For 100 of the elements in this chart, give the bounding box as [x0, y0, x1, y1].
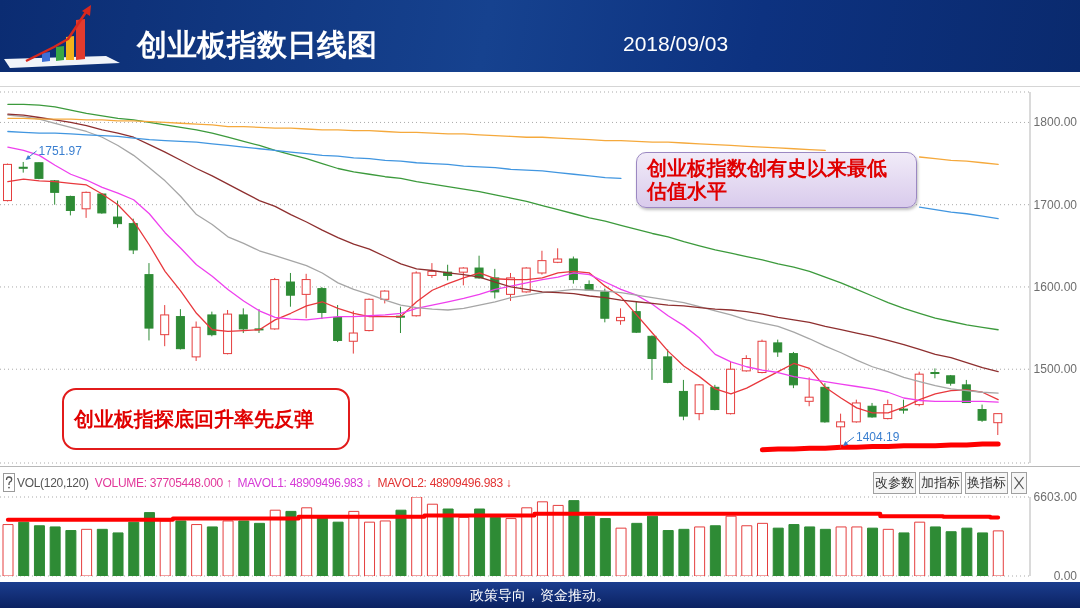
bar — [222, 520, 234, 576]
bar — [364, 521, 376, 576]
line-series — [7, 103, 999, 331]
text: MAVOL1: 48909496.983 ↓ — [237, 476, 372, 490]
candlestick — [301, 273, 311, 319]
bar — [332, 521, 344, 576]
bar — [206, 526, 218, 576]
bar — [631, 522, 643, 576]
y-tick-label: 1500.00 — [1033, 362, 1078, 377]
text: VOL(120,120) — [17, 476, 89, 490]
bar — [348, 510, 360, 576]
text: 政策导向，资金推动。 — [0, 582, 1080, 608]
bar — [379, 520, 391, 576]
bar — [772, 527, 784, 576]
candlestick — [285, 272, 295, 308]
y-tick-label: 1600.00 — [1033, 279, 1078, 294]
bar — [81, 528, 93, 576]
text: 加指标 — [919, 472, 962, 494]
bar — [929, 526, 941, 576]
bar — [65, 530, 77, 576]
annotation: 创业板指数创有史以来最低估值水平 — [636, 152, 917, 208]
text: MAVOL2: 48909496.983 ↓ — [377, 476, 512, 490]
annotation: 1404.19 — [855, 430, 900, 445]
bar — [757, 522, 768, 576]
bar — [316, 516, 328, 576]
candlestick — [113, 200, 123, 229]
candlestick — [568, 256, 578, 285]
annotation: 1751.97 — [38, 143, 83, 158]
bar — [411, 497, 423, 576]
bar — [474, 508, 486, 576]
bar — [945, 531, 957, 576]
chart-subtitle: 2018/09/03 — [623, 31, 729, 57]
bar — [568, 500, 580, 576]
bar — [709, 525, 721, 576]
bar — [238, 520, 250, 576]
text: 改参数 — [873, 472, 916, 494]
candlestick — [207, 311, 217, 337]
text: 换指标 — [965, 472, 1008, 494]
bar — [285, 510, 297, 576]
bar — [395, 509, 407, 576]
bar — [112, 532, 124, 576]
bar — [615, 527, 627, 576]
bar — [128, 521, 140, 576]
bar — [819, 528, 831, 576]
bar — [301, 507, 313, 576]
y-tick-label: 0.00 — [1053, 569, 1078, 583]
bar — [96, 528, 108, 576]
candlestick — [710, 384, 720, 411]
bar — [18, 521, 30, 576]
bar — [961, 527, 973, 576]
bar — [741, 525, 753, 576]
candlestick — [160, 304, 170, 347]
bar — [867, 527, 879, 576]
bar — [694, 526, 706, 576]
bar — [662, 530, 674, 576]
bar — [804, 526, 816, 576]
bar — [914, 521, 926, 576]
bar — [505, 518, 517, 576]
bar — [725, 515, 737, 576]
bar — [552, 504, 564, 576]
bar — [851, 526, 863, 576]
bar — [49, 526, 61, 576]
bar — [646, 515, 658, 576]
bar — [521, 507, 533, 576]
candlestick — [317, 286, 327, 320]
candlestick — [993, 413, 1003, 436]
bar — [159, 520, 171, 576]
chart-title: 创业板指数日线图 — [137, 26, 377, 64]
bar — [678, 528, 690, 576]
text: VOLUME: 37705448.000 ↑ — [94, 476, 232, 490]
bar — [584, 515, 596, 576]
candlestick — [647, 334, 657, 381]
bar — [599, 518, 611, 576]
y-tick-label: 1700.00 — [1033, 197, 1078, 212]
y-tick-label: 1800.00 — [1033, 115, 1078, 130]
y-tick-label: 6603.00 — [1033, 490, 1078, 504]
bar — [191, 524, 203, 576]
candlestick — [81, 191, 91, 219]
candlestick — [348, 310, 358, 355]
bar — [269, 509, 281, 576]
bar — [898, 532, 910, 576]
bar — [458, 516, 470, 576]
bar — [33, 525, 45, 576]
bar — [489, 516, 501, 576]
bar — [536, 501, 548, 576]
bar — [788, 524, 800, 576]
candlestick — [537, 250, 547, 276]
candlestick — [804, 376, 814, 407]
candlestick — [238, 307, 248, 334]
bar — [254, 522, 265, 576]
bar — [143, 512, 155, 576]
candlestick — [427, 262, 437, 279]
bar — [442, 508, 454, 576]
bar — [882, 528, 894, 576]
bar — [992, 530, 1004, 576]
candlestick — [930, 367, 940, 379]
candlestick — [50, 179, 60, 206]
bar — [426, 503, 438, 576]
bar — [977, 532, 989, 576]
candlestick — [458, 266, 468, 286]
